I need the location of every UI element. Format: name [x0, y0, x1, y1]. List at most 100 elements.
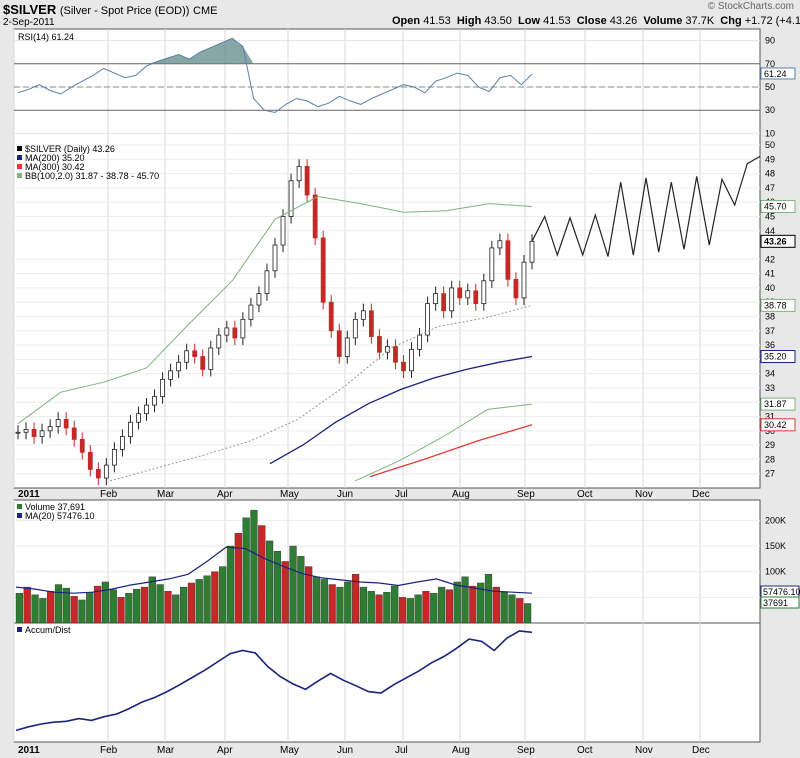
price-tick-label: 37	[765, 326, 775, 336]
price-candle-body	[320, 237, 326, 303]
price-tick-label: 27	[765, 469, 775, 479]
volume-bar	[179, 586, 188, 624]
price-tick-label: 49	[765, 154, 775, 164]
x-tick-label: Feb	[100, 489, 118, 500]
bb-middle-line	[109, 304, 533, 482]
x-tick-label: Dec	[692, 489, 710, 500]
x-tick-label-bottom: Feb	[100, 745, 118, 756]
volume-bar	[39, 598, 47, 624]
price-tick-label: 47	[765, 183, 775, 193]
price-candle-body	[152, 396, 157, 406]
price-candle-body	[160, 378, 165, 397]
price-candle-body	[425, 303, 430, 336]
price-tag-label: 43.26	[764, 236, 787, 246]
price-candle-body	[31, 429, 37, 437]
price-tag-box	[760, 234, 796, 248]
volume-bar	[500, 592, 508, 624]
volume-bar	[125, 593, 133, 624]
volume-tag-label: 57476.10	[763, 587, 800, 597]
x-tick-label: Nov	[635, 489, 653, 500]
price-candle-body	[111, 449, 117, 466]
price-tag-box	[760, 397, 796, 411]
volume-bar	[289, 545, 297, 624]
price-candle-body	[497, 240, 503, 249]
price-legend-entry: $SILVER (Daily) 43.26	[25, 144, 115, 154]
volume-bar	[406, 598, 414, 624]
volume-bar	[31, 594, 39, 624]
volume-bar	[273, 550, 282, 624]
bb-upper-line	[17, 195, 533, 425]
price-candle-body	[232, 327, 238, 339]
price-candle-body	[200, 356, 206, 370]
x-tick-label-bottom: Dec	[692, 745, 710, 756]
rsi-tick-label: 50	[765, 82, 775, 92]
volume-bar	[70, 596, 78, 624]
volume-bar	[516, 598, 524, 624]
price-candle-body	[71, 427, 77, 440]
volume-bar	[109, 589, 117, 624]
volume-bar	[336, 586, 344, 624]
volume-bar	[234, 533, 242, 624]
ohlc-readout: Open 41.53 High 43.50 Low 41.53 Close 43…	[392, 15, 800, 27]
symbol-title: $SILVER (Silver - Spot Price (EOD)) CME	[3, 2, 218, 17]
rsi-tick-label: 70	[765, 59, 775, 69]
volume-ma-legend-swatch	[17, 513, 22, 518]
rsi-value-label: 61.24	[764, 69, 787, 79]
price-legend-swatch	[17, 155, 22, 160]
volume-bar	[375, 594, 383, 624]
x-tick-label-bottom: Apr	[217, 745, 233, 756]
price-tag-box	[760, 199, 796, 213]
volume-bar	[226, 545, 235, 624]
volume-bar	[265, 540, 274, 624]
volume-bar	[461, 576, 469, 624]
volume-bar	[484, 574, 493, 624]
volume-bar	[211, 571, 219, 624]
rsi-tick-label: 10	[765, 128, 775, 138]
volume-tag-label: 37691	[763, 598, 788, 608]
price-candle-body	[449, 287, 455, 312]
price-candle-body	[344, 337, 350, 357]
price-candle-body	[216, 334, 222, 349]
volume-bar	[297, 556, 305, 624]
price-candle-body	[47, 426, 53, 432]
ma300-line	[369, 424, 533, 478]
price-candle-body	[240, 318, 246, 339]
volume-bar	[477, 582, 485, 624]
price-candle-body	[256, 293, 262, 306]
volume-bar	[195, 579, 203, 624]
x-tick-label-bottom: Mar	[157, 745, 175, 756]
price-tag-label: 45.70	[764, 201, 787, 211]
volume-bar	[367, 590, 375, 624]
price-tick-label: 38	[765, 312, 775, 322]
price-tick-label: 33	[765, 383, 775, 393]
rsi-line	[17, 37, 533, 114]
price-candle-body	[120, 436, 125, 450]
price-candle-body	[55, 418, 61, 427]
price-candle-body	[521, 261, 527, 299]
price-tick-label: 50	[765, 140, 775, 150]
volume-bar	[86, 592, 94, 624]
price-tick-label: 44	[765, 226, 775, 236]
volume-bar	[351, 574, 360, 624]
price-candle-body	[529, 240, 535, 263]
price-candle-body	[288, 180, 294, 217]
price-candle-body	[23, 429, 29, 433]
volume-legend-swatch	[17, 504, 22, 509]
price-candle-body	[168, 370, 173, 380]
price-candle-body	[457, 287, 463, 299]
price-candle-body	[272, 244, 278, 272]
price-legend-swatch	[17, 146, 22, 151]
price-legend-entry: MA(300) 30.42	[25, 162, 85, 172]
volume-bar	[15, 593, 24, 624]
volume-tag-box	[760, 596, 800, 609]
price-candle-body	[417, 334, 422, 350]
volume-bar	[391, 585, 399, 624]
price-tag-label: 35.20	[764, 352, 787, 362]
volume-bar	[328, 584, 336, 624]
price-candle-body	[136, 413, 141, 423]
accum-legend-swatch	[17, 627, 22, 632]
volume-bar	[320, 579, 328, 624]
price-candle-body	[312, 194, 318, 239]
ma200-line	[269, 355, 533, 465]
price-legend-entry: BB(100,2.0) 31.87 - 38.78 - 45.70	[25, 171, 159, 181]
